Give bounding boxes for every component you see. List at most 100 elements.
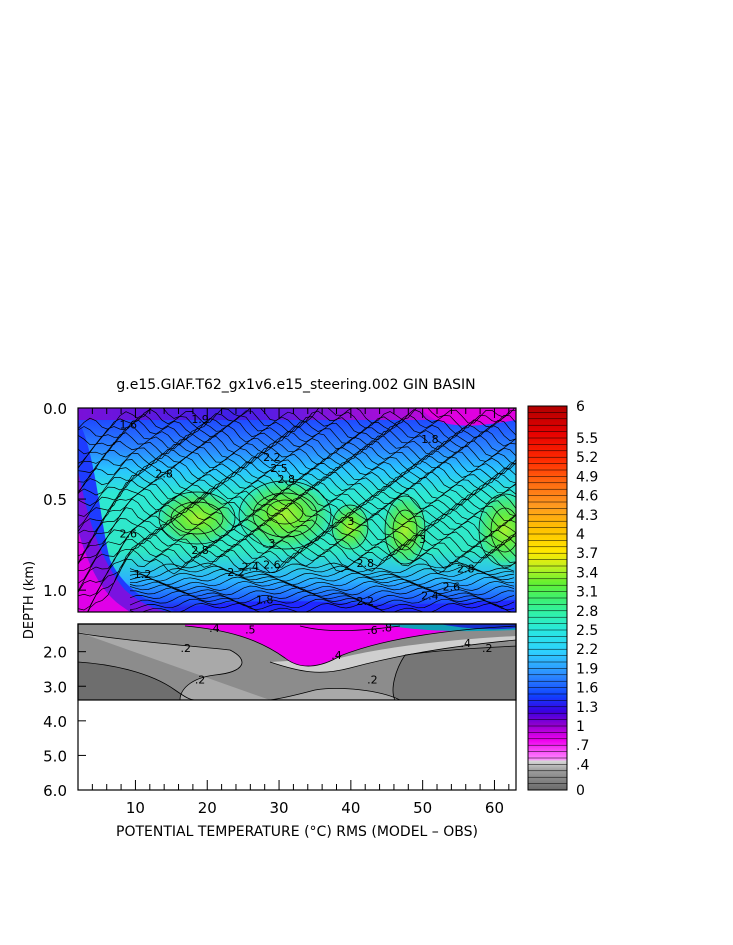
contour-label: 2.2 xyxy=(356,595,374,608)
contour-label: 3 xyxy=(268,537,275,550)
upper-contour-line xyxy=(78,481,516,532)
upper-contour-line xyxy=(129,562,515,574)
contour-label: 2.6 xyxy=(443,581,461,594)
contour-label: .4 xyxy=(331,649,342,662)
contour-label: 1.8 xyxy=(421,433,439,446)
contour-label: .2 xyxy=(367,673,378,686)
lower-panel-frame xyxy=(77,623,517,791)
colorbar-label: 2.8 xyxy=(576,604,598,620)
contour-label: .2 xyxy=(195,673,206,686)
upper-contour-ring xyxy=(331,504,369,550)
contour-label: 2.8 xyxy=(277,473,295,486)
upper-contour-ring xyxy=(170,501,224,535)
upper-contour-line xyxy=(78,522,516,584)
upper-contour-line xyxy=(78,445,516,483)
colorbar-label: 4.3 xyxy=(576,508,598,524)
upper-contour-line xyxy=(78,538,516,597)
contour-label: 2.5 xyxy=(270,462,288,475)
contour-label: 2.2 xyxy=(227,566,245,579)
upper-contour-line xyxy=(78,435,516,468)
axes: 10 20 30 40 50 60 0.0 0.5 1.0 2.0 3.0 4.0 5.0 6.0 xyxy=(43,400,510,817)
chart-title: g.e15.GIAF.T62_gx1v6.e15_steering.002 GI… xyxy=(116,377,475,393)
colorbar-label: 0 xyxy=(576,783,585,799)
contour-label: 2.6 xyxy=(120,528,138,541)
upper-contour-ring xyxy=(384,495,426,565)
contour-label: .6 xyxy=(367,624,378,637)
upper-contour-line xyxy=(129,590,515,604)
colorbar-label: 4.6 xyxy=(576,489,598,505)
colorbar-labels: 6 5.5 5.2 4.9 4.6 4.3 4 3.7 3.4 3.1 2.8 2.5 2.2 1.9 1.… xyxy=(576,399,598,799)
contour-label: .2 xyxy=(180,642,191,655)
upper-contour-line xyxy=(78,455,516,495)
upper-contour-line xyxy=(78,517,516,571)
contour-label: .8 xyxy=(382,621,393,634)
colorbar-label: 1.6 xyxy=(576,681,598,697)
contour-label: 2.8 xyxy=(155,468,173,481)
upper-contour-ring xyxy=(158,491,236,545)
upper-contour-line xyxy=(78,429,516,469)
y-tick-label: 1.0 xyxy=(43,582,67,600)
y-tick-label: 5.0 xyxy=(43,747,67,765)
colorbar-label: .7 xyxy=(576,738,589,754)
upper-contour-line xyxy=(129,603,514,612)
upper-contour-line xyxy=(78,533,516,593)
upper-contour-ring xyxy=(252,492,318,538)
y-tick-label: 0.0 xyxy=(43,400,67,418)
contour-label: 2.4 xyxy=(242,560,260,573)
upper-contour-ring xyxy=(490,507,516,553)
y-tick-label: 4.0 xyxy=(43,713,67,731)
contour-label: 3 xyxy=(419,533,426,546)
upper-contour-line xyxy=(78,471,516,517)
upper-contour-line xyxy=(78,424,516,464)
x-axis-label: POTENTIAL TEMPERATURE (°C) RMS (MODEL – … xyxy=(116,824,478,840)
upper-contour-line xyxy=(78,413,516,446)
upper-contour-line xyxy=(87,553,516,612)
upper-contour-line xyxy=(78,408,516,438)
lower-contour-labels: .4 .5 .2 .2 .4 .2 .4 .2 .8 .6 xyxy=(180,621,492,686)
contour-label: 2.4 xyxy=(421,590,439,603)
upper-contour-line xyxy=(78,419,516,455)
colorbar-label: .4 xyxy=(576,757,589,773)
colorbar-label: 5.2 xyxy=(576,450,598,466)
colorbar-label: 2.2 xyxy=(576,642,598,658)
upper-contour-line xyxy=(129,565,515,578)
colorbar-label: 1.9 xyxy=(576,661,598,677)
upper-contour-line xyxy=(78,466,516,507)
contour-label: .4 xyxy=(209,622,220,635)
colorbar-label: 5.5 xyxy=(576,431,598,447)
upper-contour-line xyxy=(78,512,516,564)
upper-contour-line xyxy=(78,497,516,557)
contour-label: 1.9 xyxy=(191,413,209,426)
x-tick-label: 10 xyxy=(126,799,145,817)
upper-contour-line xyxy=(129,569,515,582)
colorbar-label: 2.5 xyxy=(576,623,598,639)
colorbar-level-lines xyxy=(528,405,567,791)
contour-label: 2.6 xyxy=(263,559,281,572)
x-tick-label: 50 xyxy=(413,799,432,817)
contour-label: .2 xyxy=(482,642,493,655)
contour-label: 3 xyxy=(347,515,354,528)
upper-contour-line xyxy=(78,486,516,534)
upper-contour-line xyxy=(78,440,516,474)
y-tick-label: 2.0 xyxy=(43,644,67,662)
upper-panel-field xyxy=(78,408,516,612)
upper-contour-ring xyxy=(478,493,516,567)
colorbar-label: 3.1 xyxy=(576,585,598,601)
contour-label: 2.2 xyxy=(263,451,281,464)
contour-label: 2.8 xyxy=(457,562,475,575)
colorbar-label: 4.9 xyxy=(576,469,598,485)
x-tick-label: 40 xyxy=(341,799,360,817)
colorbar-label: 1.3 xyxy=(576,700,598,716)
upper-contour-line xyxy=(78,507,516,564)
x-tick-label: 30 xyxy=(270,799,289,817)
upper-contour-line xyxy=(129,572,515,586)
contour-label: 2.8 xyxy=(356,557,374,570)
colorbar-label: 6 xyxy=(576,399,585,415)
upper-contour-ring xyxy=(392,509,418,551)
contour-label: 1.6 xyxy=(120,418,138,431)
upper-panel-frame xyxy=(77,407,517,613)
colorbar-label: 1 xyxy=(576,719,585,735)
y-tick-label: 3.0 xyxy=(43,678,67,696)
upper-contour-line xyxy=(129,576,515,589)
